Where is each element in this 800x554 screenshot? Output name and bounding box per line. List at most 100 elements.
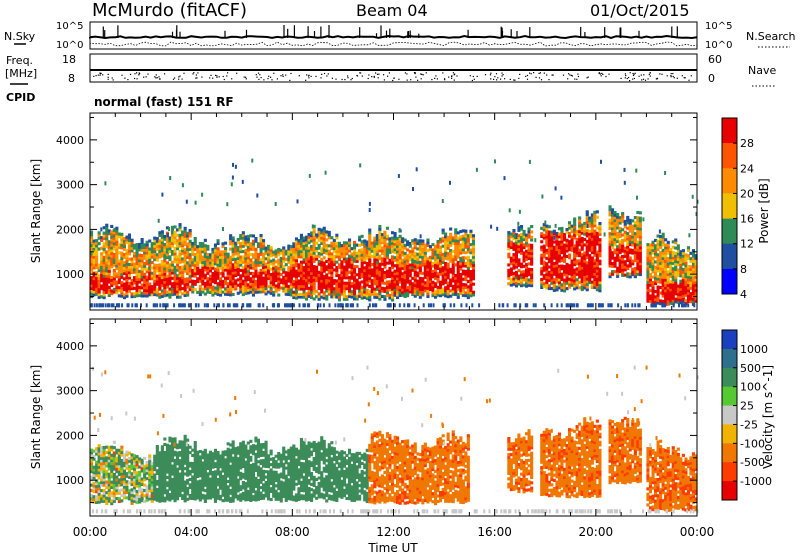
echo-cell: [368, 250, 372, 254]
echo-cell: [456, 239, 460, 243]
echo-cell: [178, 287, 182, 291]
echo-cell: [451, 284, 455, 288]
echo-cell: [97, 282, 101, 286]
echo-cell: [340, 273, 344, 277]
echo-cell: [471, 258, 475, 262]
echo-cell: [135, 264, 139, 268]
echo-cell: [611, 270, 615, 274]
echo-cell: [353, 254, 357, 258]
echo-cell: [578, 232, 582, 236]
echo-cell: [616, 253, 620, 257]
echo-cell: [358, 286, 362, 290]
echo-cell: [267, 269, 271, 273]
echo-cell: [294, 280, 298, 284]
echo-cell: [403, 265, 407, 269]
echo-cell: [282, 286, 286, 290]
echo-cell: [459, 246, 463, 250]
echo-cell: [427, 303, 430, 308]
echo-cell: [320, 284, 324, 288]
echo-cell: [593, 275, 597, 279]
echo-cell: [555, 258, 559, 262]
echo-cell: [312, 286, 316, 290]
echo-cell: [165, 237, 169, 241]
echo-cell: [254, 288, 258, 292]
echo-cell: [320, 231, 324, 235]
echo-cell: [254, 266, 258, 270]
echo-cell: [676, 244, 680, 248]
echo-cell: [418, 295, 422, 299]
echo-cell: [241, 285, 245, 289]
echo-cell: [213, 251, 217, 255]
echo-cell: [547, 257, 551, 261]
echo-cell: [527, 257, 531, 261]
echo-cell: [583, 286, 587, 290]
echo-cell: [466, 245, 470, 249]
echo-cell: [277, 272, 281, 276]
echo-cell: [213, 278, 217, 282]
echo-cell: [340, 276, 344, 280]
echo-cell: [570, 283, 574, 287]
nave-point: [145, 76, 147, 78]
echo-cell: [454, 252, 458, 256]
echo-cell: [672, 303, 675, 308]
echo-cell: [423, 275, 427, 279]
echo-cell: [317, 246, 321, 250]
echo-cell: [110, 303, 113, 308]
echo-cell: [428, 247, 432, 251]
echo-cell: [348, 262, 352, 266]
echo-cell: [411, 260, 415, 264]
echo-cell: [573, 230, 577, 234]
echo-cell: [163, 275, 167, 279]
echo-cell: [385, 250, 389, 254]
echo-cell: [454, 263, 458, 267]
echo-cell: [421, 287, 425, 291]
nave-point: [320, 77, 322, 79]
echo-cell: [163, 256, 167, 260]
echo-cell: [163, 278, 167, 282]
echo-cell: [342, 292, 346, 296]
echo-cell: [312, 257, 316, 261]
echo-cell: [578, 270, 582, 274]
echo-cell: [267, 260, 271, 264]
echo-cell: [611, 227, 615, 231]
nave-point: [222, 75, 224, 78]
echo-cell: [631, 230, 635, 234]
echo-cell: [353, 248, 357, 252]
echo-cell: [570, 227, 574, 231]
echo-cell: [593, 243, 597, 247]
echo-cell: [337, 255, 341, 259]
echo-cell: [373, 260, 377, 264]
echo-cell: [397, 174, 400, 178]
echo-cell: [168, 255, 172, 259]
echo-cell: [360, 285, 364, 289]
echo-cell: [363, 250, 367, 254]
echo-cell: [249, 247, 253, 251]
echo-cell: [97, 236, 101, 240]
echo-cell: [148, 239, 152, 243]
echo-cell: [292, 261, 296, 265]
echo-cell: [310, 236, 314, 240]
echo-cell: [181, 244, 185, 248]
echo-cell: [299, 279, 303, 283]
echo-cell: [439, 264, 443, 268]
echo-cell: [221, 282, 225, 286]
echo-cell: [158, 255, 162, 259]
echo-cell: [188, 245, 192, 249]
echo-cell: [335, 249, 339, 253]
echo-cell: [459, 238, 463, 242]
echo-cell: [95, 287, 99, 291]
echo-cell: [160, 262, 164, 266]
echo-cell: [219, 288, 223, 292]
echo-cell: [401, 280, 405, 284]
echo-cell: [330, 273, 334, 277]
echo-cell: [173, 254, 177, 258]
echo-cell: [631, 248, 635, 252]
echo-cell: [613, 213, 617, 217]
echo-cell: [444, 286, 448, 290]
echo-cell: [292, 245, 296, 249]
echo-cell: [289, 285, 293, 289]
echo-cell: [391, 244, 395, 248]
echo-cell: [148, 274, 152, 278]
echo-cell: [464, 245, 468, 249]
nave-point: [632, 74, 635, 76]
